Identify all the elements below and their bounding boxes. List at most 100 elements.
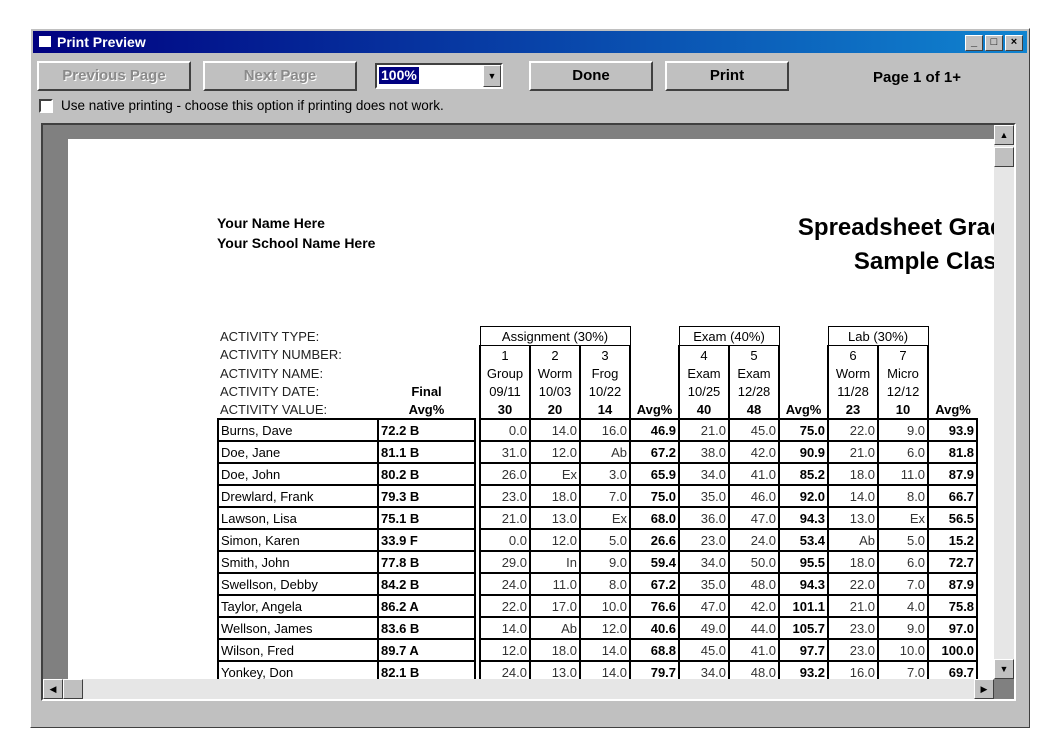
group-avg-header: Avg% [636,401,673,417]
score-cell: Ab [827,528,880,552]
group-average: 67.2 [629,440,681,464]
header-row-type: ACTIVITY TYPE: Assignment (30%) Exam (40%)… [218,326,977,346]
activity-date-header: 11/28 [827,382,880,400]
scroll-thumb-horizontal[interactable] [63,679,83,699]
print-button[interactable]: Print [665,61,789,91]
group-average: 85.2 [778,462,830,486]
activity-value-header: 40 [678,400,731,419]
activity-value-header: 14 [578,400,632,419]
activity-value-header: 20 [529,400,581,419]
table-row: Doe, Jane 81.1 B 31.0 12.0 Ab 67.2 38.0 42.0 90.… [217,440,979,464]
scroll-up-icon[interactable]: ▲ [994,125,1014,145]
group-average: 66.7 [927,484,979,508]
header-row-name: ACTIVITY NAME: Group Worm Frog Exam Exam Worm M… [218,364,977,382]
final-grade: 80.2 B [377,462,476,486]
minimize-button[interactable]: _ [965,35,983,51]
horizontal-scrollbar[interactable]: ◀ ▶ [43,679,994,699]
empty-cell [630,364,679,382]
activity-name-header: Frog [578,364,632,382]
score-cell: 23.0 [827,638,880,662]
empty-cell [378,364,475,382]
score-cell: 12.0 [479,638,531,662]
group-average: 93.9 [927,418,979,442]
score-cell: 49.0 [678,616,731,640]
activity-value-header: 30 [479,400,531,419]
score-cell: 14.0 [578,660,632,679]
student-name: Smith, John [217,550,379,574]
empty-cell [928,364,977,382]
activity-date-header: 10/22 [578,382,632,400]
vertical-scrollbar[interactable]: ▲ ▼ [994,125,1014,679]
score-cell: 7.0 [578,484,632,508]
group-average: 90.9 [778,440,830,464]
grades-table: ACTIVITY TYPE: Assignment (30%) Exam (40%)… [217,326,979,679]
score-cell: 13.0 [529,660,581,679]
group-average: 68.8 [629,638,681,662]
scroll-thumb-vertical[interactable] [994,147,1014,167]
table-row: Burns, Dave 72.2 B 0.0 14.0 16.0 46.9 21.0 45.0… [217,418,979,442]
score-cell: 14.0 [827,484,880,508]
table-row: Simon, Karen 33.9 F 0.0 12.0 5.0 26.6 23.0 24.0… [217,528,979,552]
group-type-header: Assignment (30%) [479,326,631,346]
group-type-header: Lab (30%) [827,326,929,346]
student-name: Burns, Dave [217,418,379,442]
score-cell: 23.0 [479,484,531,508]
empty-cell [928,346,977,365]
zoom-select[interactable]: 100% ▼ [375,63,503,89]
activity-number-header: 3 [578,345,632,364]
final-grade: 33.9 F [377,528,476,552]
activity-number-header: 2 [529,345,581,364]
score-cell: 42.0 [728,440,781,464]
group-average: 97.7 [778,638,830,662]
group-average: 75.0 [778,418,830,442]
native-printing-label[interactable]: Use native printing - choose this option… [61,98,444,113]
chevron-down-icon[interactable]: ▼ [483,65,501,87]
header-label: ACTIVITY NUMBER: [220,347,342,363]
group-average: 59.4 [629,550,681,574]
score-cell: 48.0 [728,572,781,596]
group-average: 94.3 [778,572,830,596]
activity-name-header: Exam [728,364,781,382]
activity-number-header: 4 [678,345,731,364]
table-row: Doe, John 80.2 B 26.0 Ex 3.0 65.9 34.0 41.0 85.2… [217,462,979,486]
activity-number-header: 7 [877,345,930,364]
empty-cell [779,327,828,346]
score-cell: 24.0 [728,528,781,552]
score-cell: 0.0 [479,528,531,552]
print-preview-window: Print Preview _ □ × Previous Page Next P… [30,28,1030,728]
native-printing-checkbox[interactable] [39,99,53,113]
score-cell: 35.0 [678,572,731,596]
score-cell: 21.0 [827,594,880,618]
table-row: Wellson, James 83.6 B 14.0 Ab 12.0 40.6 49.0 44… [217,616,979,640]
student-name: Doe, John [217,462,379,486]
previous-page-button[interactable]: Previous Page [37,61,191,91]
score-cell: Ex [529,462,581,486]
score-cell: 4.0 [877,594,930,618]
scroll-down-icon[interactable]: ▼ [994,659,1014,679]
done-button[interactable]: Done [529,61,653,91]
score-cell: 48.0 [728,660,781,679]
score-cell: 21.0 [827,440,880,464]
score-cell: 34.0 [678,462,731,486]
next-page-button[interactable]: Next Page [203,61,357,91]
group-average: 92.0 [778,484,830,508]
score-cell: 16.0 [578,418,632,442]
scroll-right-icon[interactable]: ▶ [974,679,994,699]
table-row: Wilson, Fred 89.7 A 12.0 18.0 14.0 68.8 45.0 41… [217,638,979,662]
close-button[interactable]: × [1005,35,1023,51]
student-name: Yonkey, Don [217,660,379,679]
score-cell: 5.0 [877,528,930,552]
empty-cell [378,327,475,346]
final-grade: 79.3 B [377,484,476,508]
scroll-left-icon[interactable]: ◀ [43,679,63,699]
score-cell: 44.0 [728,616,781,640]
maximize-button[interactable]: □ [985,35,1003,51]
student-name: Taylor, Angela [217,594,379,618]
score-cell: 47.0 [678,594,731,618]
group-average: 53.4 [778,528,830,552]
activity-name-header: Group [479,364,531,382]
score-cell: 14.0 [529,418,581,442]
student-name: Lawson, Lisa [217,506,379,530]
app-icon [39,36,51,47]
score-cell: 24.0 [479,572,531,596]
